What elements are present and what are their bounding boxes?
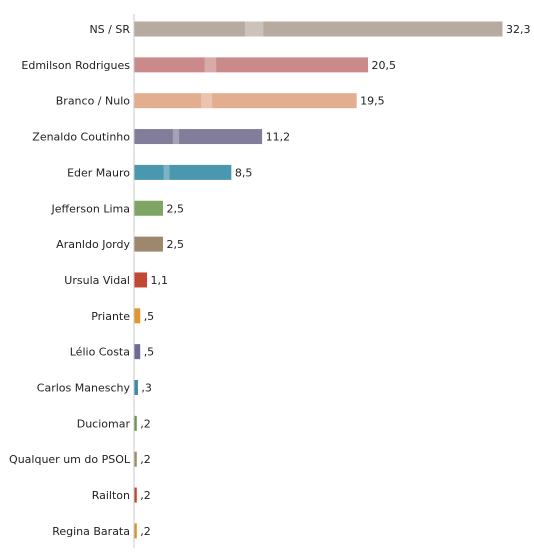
bar-lelio-costa	[134, 344, 141, 360]
bar-carlos-maneschy	[134, 380, 138, 395]
bar-aranldo-jordy	[134, 236, 163, 252]
bar-priante	[134, 308, 141, 324]
bar-ursula-vidal	[134, 272, 148, 288]
value-label-carlos-maneschy: ,3	[141, 382, 152, 395]
bar-ns-sr	[134, 21, 503, 37]
category-label-railton: Railton	[92, 489, 130, 502]
bar-jefferson-lima	[134, 200, 163, 216]
value-label-jefferson-lima: 2,5	[166, 202, 184, 215]
value-label-zenaldo-coutinho: 11,2	[266, 131, 291, 144]
value-label-eder-mauro: 8,5	[235, 166, 253, 179]
value-label-priante: ,5	[144, 310, 155, 323]
bar-regina-barata	[134, 523, 137, 539]
value-label-lelio-costa: ,5	[144, 346, 155, 359]
bar-branco-nulo	[134, 93, 357, 109]
value-label-ns-sr: 32,3	[506, 23, 531, 36]
bar-highlight-edmilson-rodrigues	[204, 57, 217, 73]
bar-zenaldo-coutinho	[134, 129, 263, 145]
bars-layer: NS / SR 32,3 Edmilson Rodrigues 20,5 Branco …	[9, 21, 531, 539]
value-label-qualquer-um-do-psol: ,2	[140, 453, 151, 466]
bar-qualquer-um-do-psol	[134, 451, 137, 467]
category-label-branco-nulo: Branco / Nulo	[56, 95, 131, 108]
category-label-edmilson-rodrigues: Edmilson Rodrigues	[21, 59, 130, 72]
category-label-zenaldo-coutinho: Zenaldo Coutinho	[32, 131, 130, 144]
category-label-aranldo-jordy: Aranldo Jordy	[56, 238, 130, 251]
value-label-ursula-vidal: 1,1	[151, 274, 169, 287]
category-label-lelio-costa: Lélio Costa	[70, 346, 130, 359]
value-label-regina-barata: ,2	[140, 525, 151, 538]
bar-highlight-zenaldo-coutinho	[172, 129, 180, 145]
bar-highlight-eder-mauro	[163, 164, 170, 180]
category-label-duciomar: Duciomar	[77, 417, 131, 430]
category-label-carlos-maneschy: Carlos Maneschy	[37, 382, 131, 395]
value-label-edmilson-rodrigues: 20,5	[372, 59, 397, 72]
category-label-regina-barata: Regina Barata	[52, 525, 130, 538]
category-label-qualquer-um-do-psol: Qualquer um do PSOL	[9, 453, 131, 466]
category-label-eder-mauro: Eder Mauro	[67, 166, 130, 179]
bar-duciomar	[134, 415, 137, 431]
bar-eder-mauro	[134, 164, 232, 180]
bar-highlight-ns-sr	[244, 21, 264, 37]
bar-railton	[134, 487, 137, 503]
bar-highlight-branco-nulo	[201, 93, 213, 109]
category-label-priante: Priante	[91, 310, 130, 323]
value-label-duciomar: ,2	[140, 417, 151, 430]
category-label-jefferson-lima: Jefferson Lima	[51, 202, 130, 215]
value-label-aranldo-jordy: 2,5	[166, 238, 184, 251]
bar-edmilson-rodrigues	[134, 57, 369, 73]
value-label-railton: ,2	[140, 489, 151, 502]
value-label-branco-nulo: 19,5	[360, 95, 385, 108]
category-label-ns-sr: NS / SR	[89, 23, 130, 36]
category-label-ursula-vidal: Ursula Vidal	[64, 274, 130, 287]
